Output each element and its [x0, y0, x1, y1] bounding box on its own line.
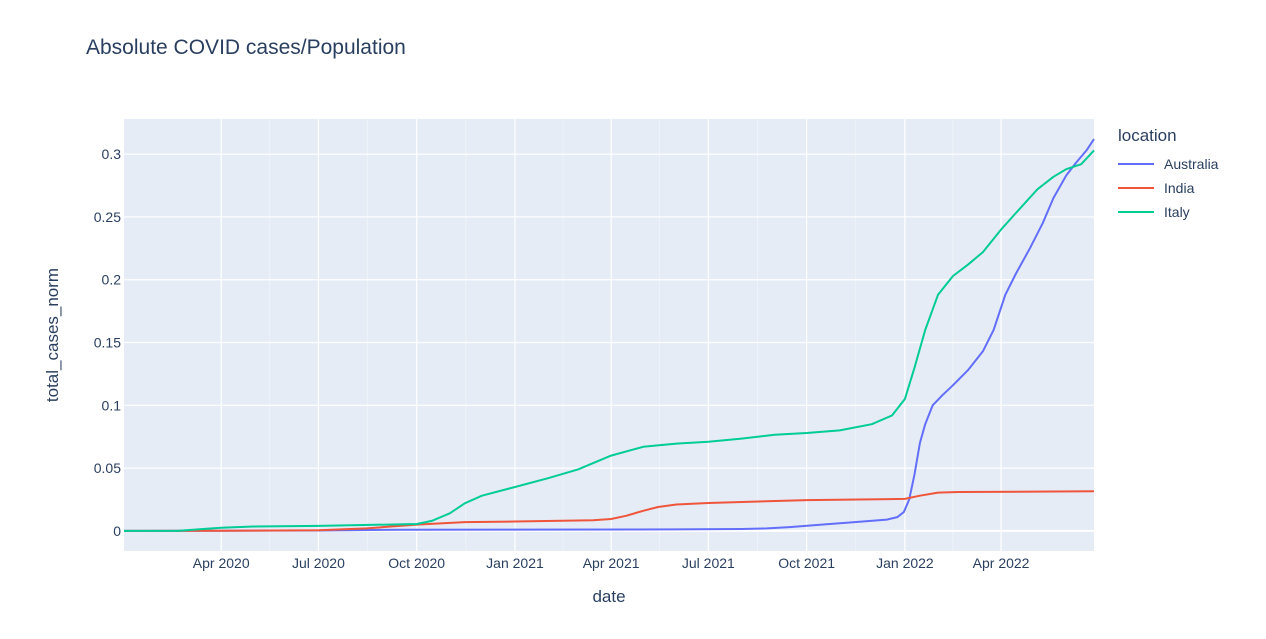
series-line-italy	[124, 149, 1095, 532]
series-lines	[123, 138, 1095, 532]
legend-swatch	[1118, 187, 1154, 189]
x-tick-label: Oct 2021	[778, 555, 835, 571]
y-axis-title: total_cases_norm	[43, 268, 62, 402]
x-axis-title: date	[592, 587, 625, 606]
legend-item-italy[interactable]: Italy	[1118, 200, 1218, 224]
y-tick-label: 0.05	[94, 460, 121, 476]
x-tick-label: Apr 2021	[583, 555, 640, 571]
legend-item-india[interactable]: India	[1118, 176, 1218, 200]
x-axis-ticks: Apr 2020 Jul 2020 Oct 2020 Jan 2021 Apr 2021…	[193, 555, 1030, 571]
y-axis-ticks: 0 0.05 0.1 0.15 0.2 0.25 0.3	[94, 146, 121, 539]
legend-label: Australia	[1164, 156, 1219, 172]
y-tick-label: 0.2	[102, 272, 122, 288]
y-tick-label: 0.25	[94, 209, 121, 225]
y-tick-label: 0	[113, 523, 121, 539]
x-tick-label: Apr 2022	[973, 555, 1030, 571]
legend-label: Italy	[1164, 204, 1190, 220]
y-tick-label: 0.3	[102, 146, 122, 162]
legend: location Australia India Italy	[1118, 126, 1218, 224]
grid-lines	[124, 119, 1094, 551]
x-tick-label: Jan 2021	[486, 555, 544, 571]
legend-item-australia[interactable]: Australia	[1118, 152, 1218, 176]
y-tick-label: 0.1	[102, 397, 122, 413]
legend-swatch	[1118, 163, 1154, 165]
x-tick-label: Jul 2020	[292, 555, 345, 571]
chart-title: Absolute COVID cases/Population	[86, 36, 406, 59]
series-line-australia	[123, 138, 1095, 532]
series-line-india	[123, 490, 1095, 532]
plot-background	[124, 119, 1094, 551]
x-tick-label: Jul 2021	[682, 555, 735, 571]
legend-label: India	[1164, 180, 1195, 196]
legend-items: Australia India Italy	[1118, 152, 1218, 224]
legend-swatch	[1118, 211, 1154, 213]
x-tick-label: Oct 2020	[388, 555, 445, 571]
x-tick-label: Apr 2020	[193, 555, 250, 571]
legend-title: location	[1118, 126, 1177, 145]
y-tick-label: 0.15	[94, 335, 121, 351]
x-tick-label: Jan 2022	[876, 555, 934, 571]
